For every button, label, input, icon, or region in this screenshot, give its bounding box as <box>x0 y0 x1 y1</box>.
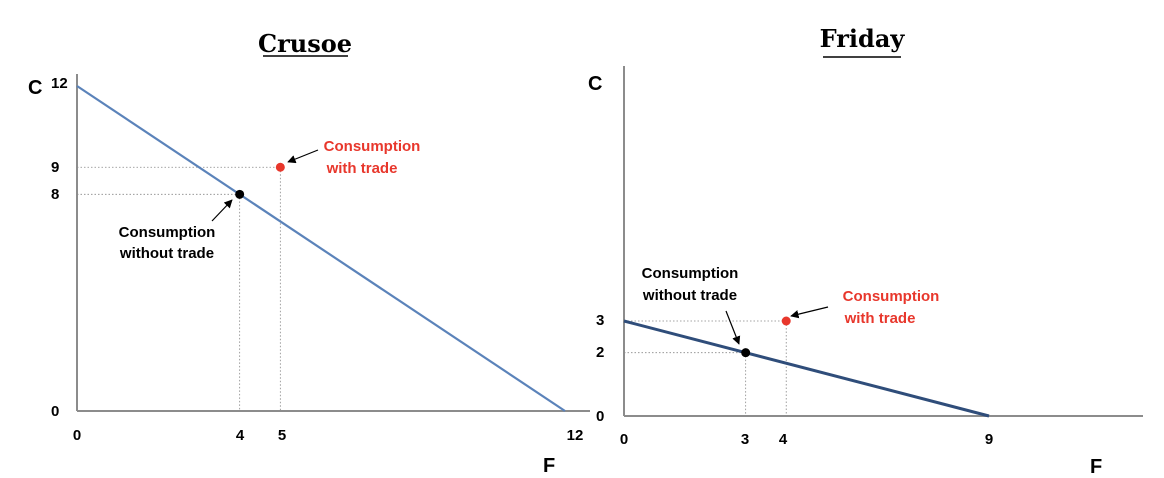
friday-y-tick-2: 2 <box>596 344 604 361</box>
crusoe-x-tick-4: 4 <box>236 427 245 444</box>
friday-x-tick-4: 4 <box>779 431 788 448</box>
crusoe-title: Crusoe <box>258 29 352 58</box>
friday-y-tick-0: 0 <box>596 408 604 425</box>
crusoe-x-axis-label: F <box>543 455 555 477</box>
crusoe-label-without-trade-line2: without trade <box>119 245 214 262</box>
friday-arrow-without-trade <box>725 310 741 345</box>
crusoe-chart: Crusoe C F 12 9 8 0 0 4 5 12 Consumption… <box>28 29 590 477</box>
crusoe-y-tick-12: 12 <box>51 75 68 92</box>
friday-x-tick-0: 0 <box>620 431 628 448</box>
friday-x-tick-9: 9 <box>985 431 993 448</box>
friday-ppf-line <box>623 319 990 418</box>
friday-title: Friday <box>820 24 906 53</box>
crusoe-y-tick-8: 8 <box>51 186 59 203</box>
crusoe-y-tick-9: 9 <box>51 159 59 176</box>
crusoe-point-with-trade <box>275 162 285 172</box>
friday-label-with-trade-line1: Consumption <box>843 288 940 305</box>
friday-point-without-trade <box>741 348 751 358</box>
crusoe-y-axis-label: C <box>28 77 42 99</box>
friday-label-without-trade-line1: Consumption <box>642 265 739 282</box>
crusoe-arrow-with-trade <box>287 149 319 164</box>
crusoe-label-without-trade-line1: Consumption <box>119 224 216 241</box>
crusoe-ppf-line <box>76 85 566 412</box>
friday-arrow-with-trade <box>790 306 829 319</box>
friday-point-with-trade <box>781 316 791 326</box>
crusoe-point-without-trade <box>235 189 245 199</box>
friday-label-without-trade-line2: without trade <box>642 287 737 304</box>
crusoe-arrow-without-trade <box>211 199 233 222</box>
crusoe-y-tick-0: 0 <box>51 403 59 420</box>
friday-label-with-trade-line2: with trade <box>844 310 916 327</box>
friday-y-tick-3: 3 <box>596 312 604 329</box>
friday-chart: Friday C F 3 2 0 0 3 4 9 Consumption wit… <box>588 24 1143 478</box>
crusoe-x-tick-0: 0 <box>73 427 81 444</box>
crusoe-label-with-trade-line1: Consumption <box>324 138 421 155</box>
crusoe-label-with-trade-line2: with trade <box>326 160 398 177</box>
friday-x-axis-label: F <box>1090 456 1102 478</box>
friday-x-tick-3: 3 <box>741 431 749 448</box>
friday-y-axis-label: C <box>588 73 602 95</box>
crusoe-x-tick-5: 5 <box>278 427 286 444</box>
crusoe-x-tick-12: 12 <box>567 427 584 444</box>
